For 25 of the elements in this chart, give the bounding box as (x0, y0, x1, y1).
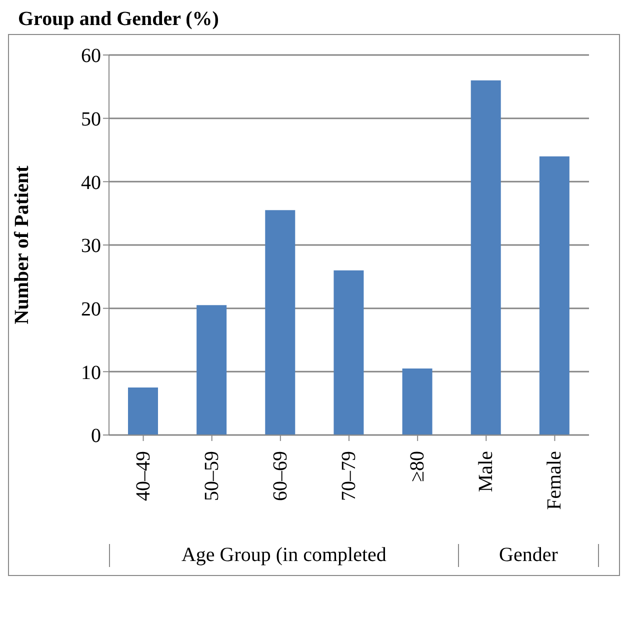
x-tick-label: 70–79 (338, 451, 360, 501)
chart-title: Group and Gender (%) (18, 8, 220, 32)
y-tick-label: 30 (81, 235, 101, 258)
y-tick-label: 60 (81, 45, 101, 68)
bar (539, 156, 570, 435)
x-tick-label: 50–59 (200, 451, 223, 501)
x-tick-label: Female (544, 450, 566, 510)
y-axis-title: Number of Patient (11, 165, 34, 324)
text: Age Group (in completed (109, 544, 458, 566)
x-tick-label: Male (475, 450, 498, 492)
y-tick-label: 40 (81, 172, 101, 194)
bar (470, 80, 501, 435)
x-tick-label: 60–69 (269, 451, 292, 501)
bar (265, 210, 296, 435)
bar (334, 270, 364, 435)
x-tick-label: ≥80 (406, 451, 429, 482)
text: Gender (458, 544, 599, 566)
y-tick-label: 10 (81, 362, 101, 384)
x-tick-label: 40–49 (132, 451, 154, 501)
bar (128, 388, 158, 435)
bar (196, 305, 227, 435)
y-tick-label: 20 (81, 298, 101, 320)
y-tick-label: 50 (81, 108, 101, 130)
y-tick-label: 0 (91, 425, 101, 448)
bar (402, 368, 432, 435)
